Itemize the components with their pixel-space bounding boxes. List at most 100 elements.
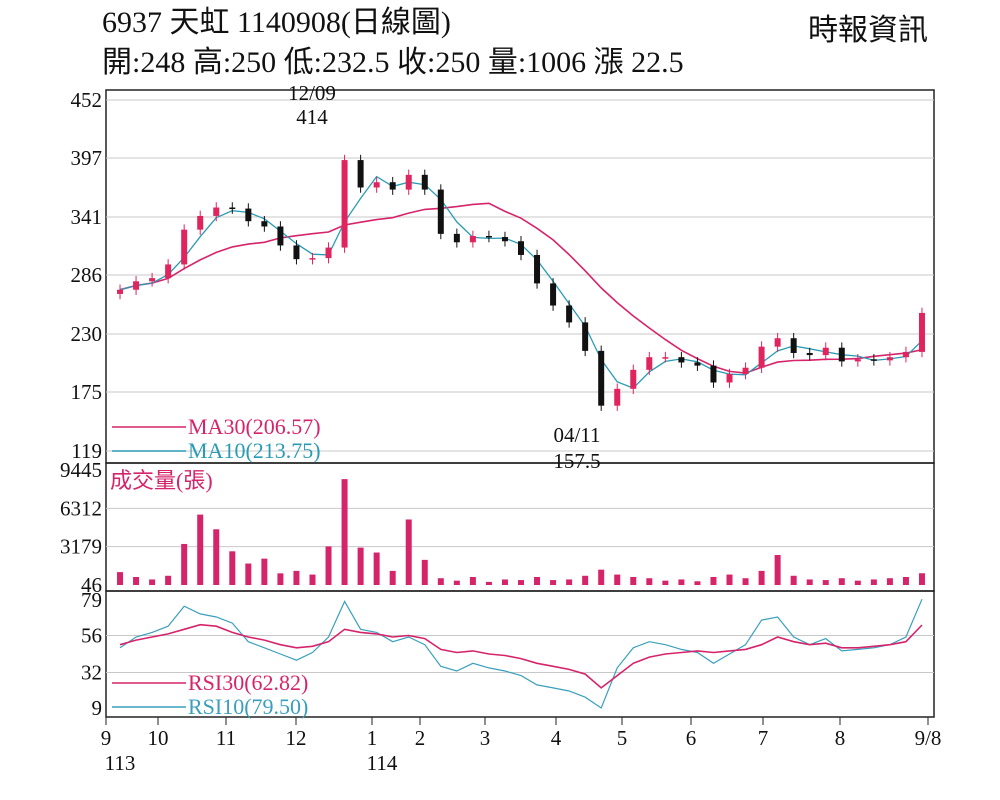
candle-body	[678, 357, 685, 363]
volume-bar	[421, 559, 428, 585]
x-tick-label: 5	[617, 726, 628, 750]
candle-body	[870, 359, 877, 361]
x-tick-label: 9	[101, 726, 112, 750]
volume-bar	[197, 514, 204, 585]
low-date-label: 04/11	[553, 423, 600, 447]
volume-bar	[469, 576, 476, 585]
volume-bar	[437, 578, 444, 585]
rsi-y-tick: 9	[92, 696, 103, 720]
volume-bar	[838, 578, 845, 585]
candle-body	[405, 174, 412, 190]
volume-bar	[149, 579, 156, 585]
volume-bar	[662, 580, 669, 585]
candle-body	[117, 289, 124, 294]
volume-bar	[918, 573, 925, 585]
volume-bar	[630, 576, 637, 585]
candle-body	[918, 312, 925, 352]
volume-bar	[245, 563, 252, 585]
volume-bar	[485, 581, 492, 585]
candle-body	[501, 237, 508, 242]
candle-body	[518, 241, 524, 255]
candle-body	[469, 235, 476, 243]
candle-body	[662, 357, 669, 359]
volume-bar	[726, 574, 733, 585]
candle-body	[694, 362, 701, 366]
volume-bar	[646, 578, 653, 585]
candle-body	[598, 350, 605, 406]
volume-bar	[453, 580, 460, 585]
candle-body	[806, 352, 813, 356]
candle-body	[165, 264, 172, 279]
moving-averages	[119, 175, 923, 389]
candle-body	[197, 215, 204, 230]
volume-y-tick: 6312	[60, 496, 102, 520]
x-tick-label: 3	[480, 726, 491, 750]
volume-bar	[582, 575, 589, 585]
volume-bar	[790, 575, 797, 585]
volume-bar	[518, 580, 524, 585]
volume-title: 成交量(張)	[110, 468, 213, 493]
candle-body	[550, 283, 557, 306]
volume-bar	[598, 569, 605, 585]
volume-bar	[550, 580, 557, 585]
volume-bar	[133, 576, 140, 585]
volume-bar	[389, 570, 396, 585]
low-value-label: 157.5	[553, 449, 600, 473]
candle-body	[373, 182, 380, 188]
volume-bar	[678, 579, 685, 585]
candle-body	[261, 221, 268, 227]
volume-bar	[357, 547, 364, 585]
candle-body	[149, 278, 156, 282]
candle-body	[774, 338, 781, 347]
candle-body	[758, 346, 765, 368]
candle-body	[133, 281, 140, 290]
volume-bar	[501, 579, 508, 585]
candle-body	[389, 182, 396, 190]
rsi-panel-frame	[105, 590, 935, 718]
volume-bar	[229, 551, 236, 585]
rsi10-legend: RSI10(79.50)	[188, 694, 308, 719]
x-tick-label: 9/8	[915, 726, 942, 750]
price-y-tick: 230	[71, 322, 103, 346]
candle-body	[181, 229, 188, 265]
source-label: 時報資訊	[808, 14, 928, 47]
candle-body	[309, 258, 316, 260]
candle-body	[485, 235, 492, 238]
x-tick-label: 4	[551, 726, 562, 750]
volume-bar	[181, 543, 188, 585]
candle-body	[614, 388, 621, 406]
year-label: 113	[105, 751, 136, 775]
volume-bar	[886, 578, 893, 585]
ma10-line	[119, 175, 923, 389]
candle-body	[902, 351, 909, 358]
candle-body	[213, 207, 220, 216]
rsi-y-tick: 79	[81, 588, 102, 612]
ma30-line	[119, 202, 923, 374]
x-tick-label: 6	[686, 726, 697, 750]
candle-body	[341, 160, 348, 248]
volume-bar	[261, 558, 268, 585]
price-y-tick: 397	[71, 146, 103, 170]
price-y-tick: 341	[71, 205, 103, 229]
volume-bar	[742, 578, 749, 585]
candle-body	[566, 305, 573, 323]
x-tick-label: 1	[367, 726, 378, 750]
x-tick-label: 11	[216, 726, 236, 750]
candle-body	[742, 367, 749, 375]
rsi-y-tick: 56	[81, 623, 102, 647]
candle-body	[277, 226, 284, 246]
candles	[117, 154, 925, 411]
candle-body	[357, 160, 364, 188]
price-y-tick: 175	[71, 380, 103, 404]
price-y-tick: 452	[71, 88, 103, 112]
volume-bar	[277, 573, 284, 585]
volume-bar	[165, 575, 172, 585]
candle-body	[293, 245, 300, 260]
volume-bar	[806, 579, 813, 585]
high-value-label: 414	[296, 105, 328, 129]
candle-body	[822, 347, 829, 356]
volume-bar	[854, 580, 861, 585]
price-y-tick: 119	[71, 439, 102, 463]
candle-body	[453, 233, 460, 243]
